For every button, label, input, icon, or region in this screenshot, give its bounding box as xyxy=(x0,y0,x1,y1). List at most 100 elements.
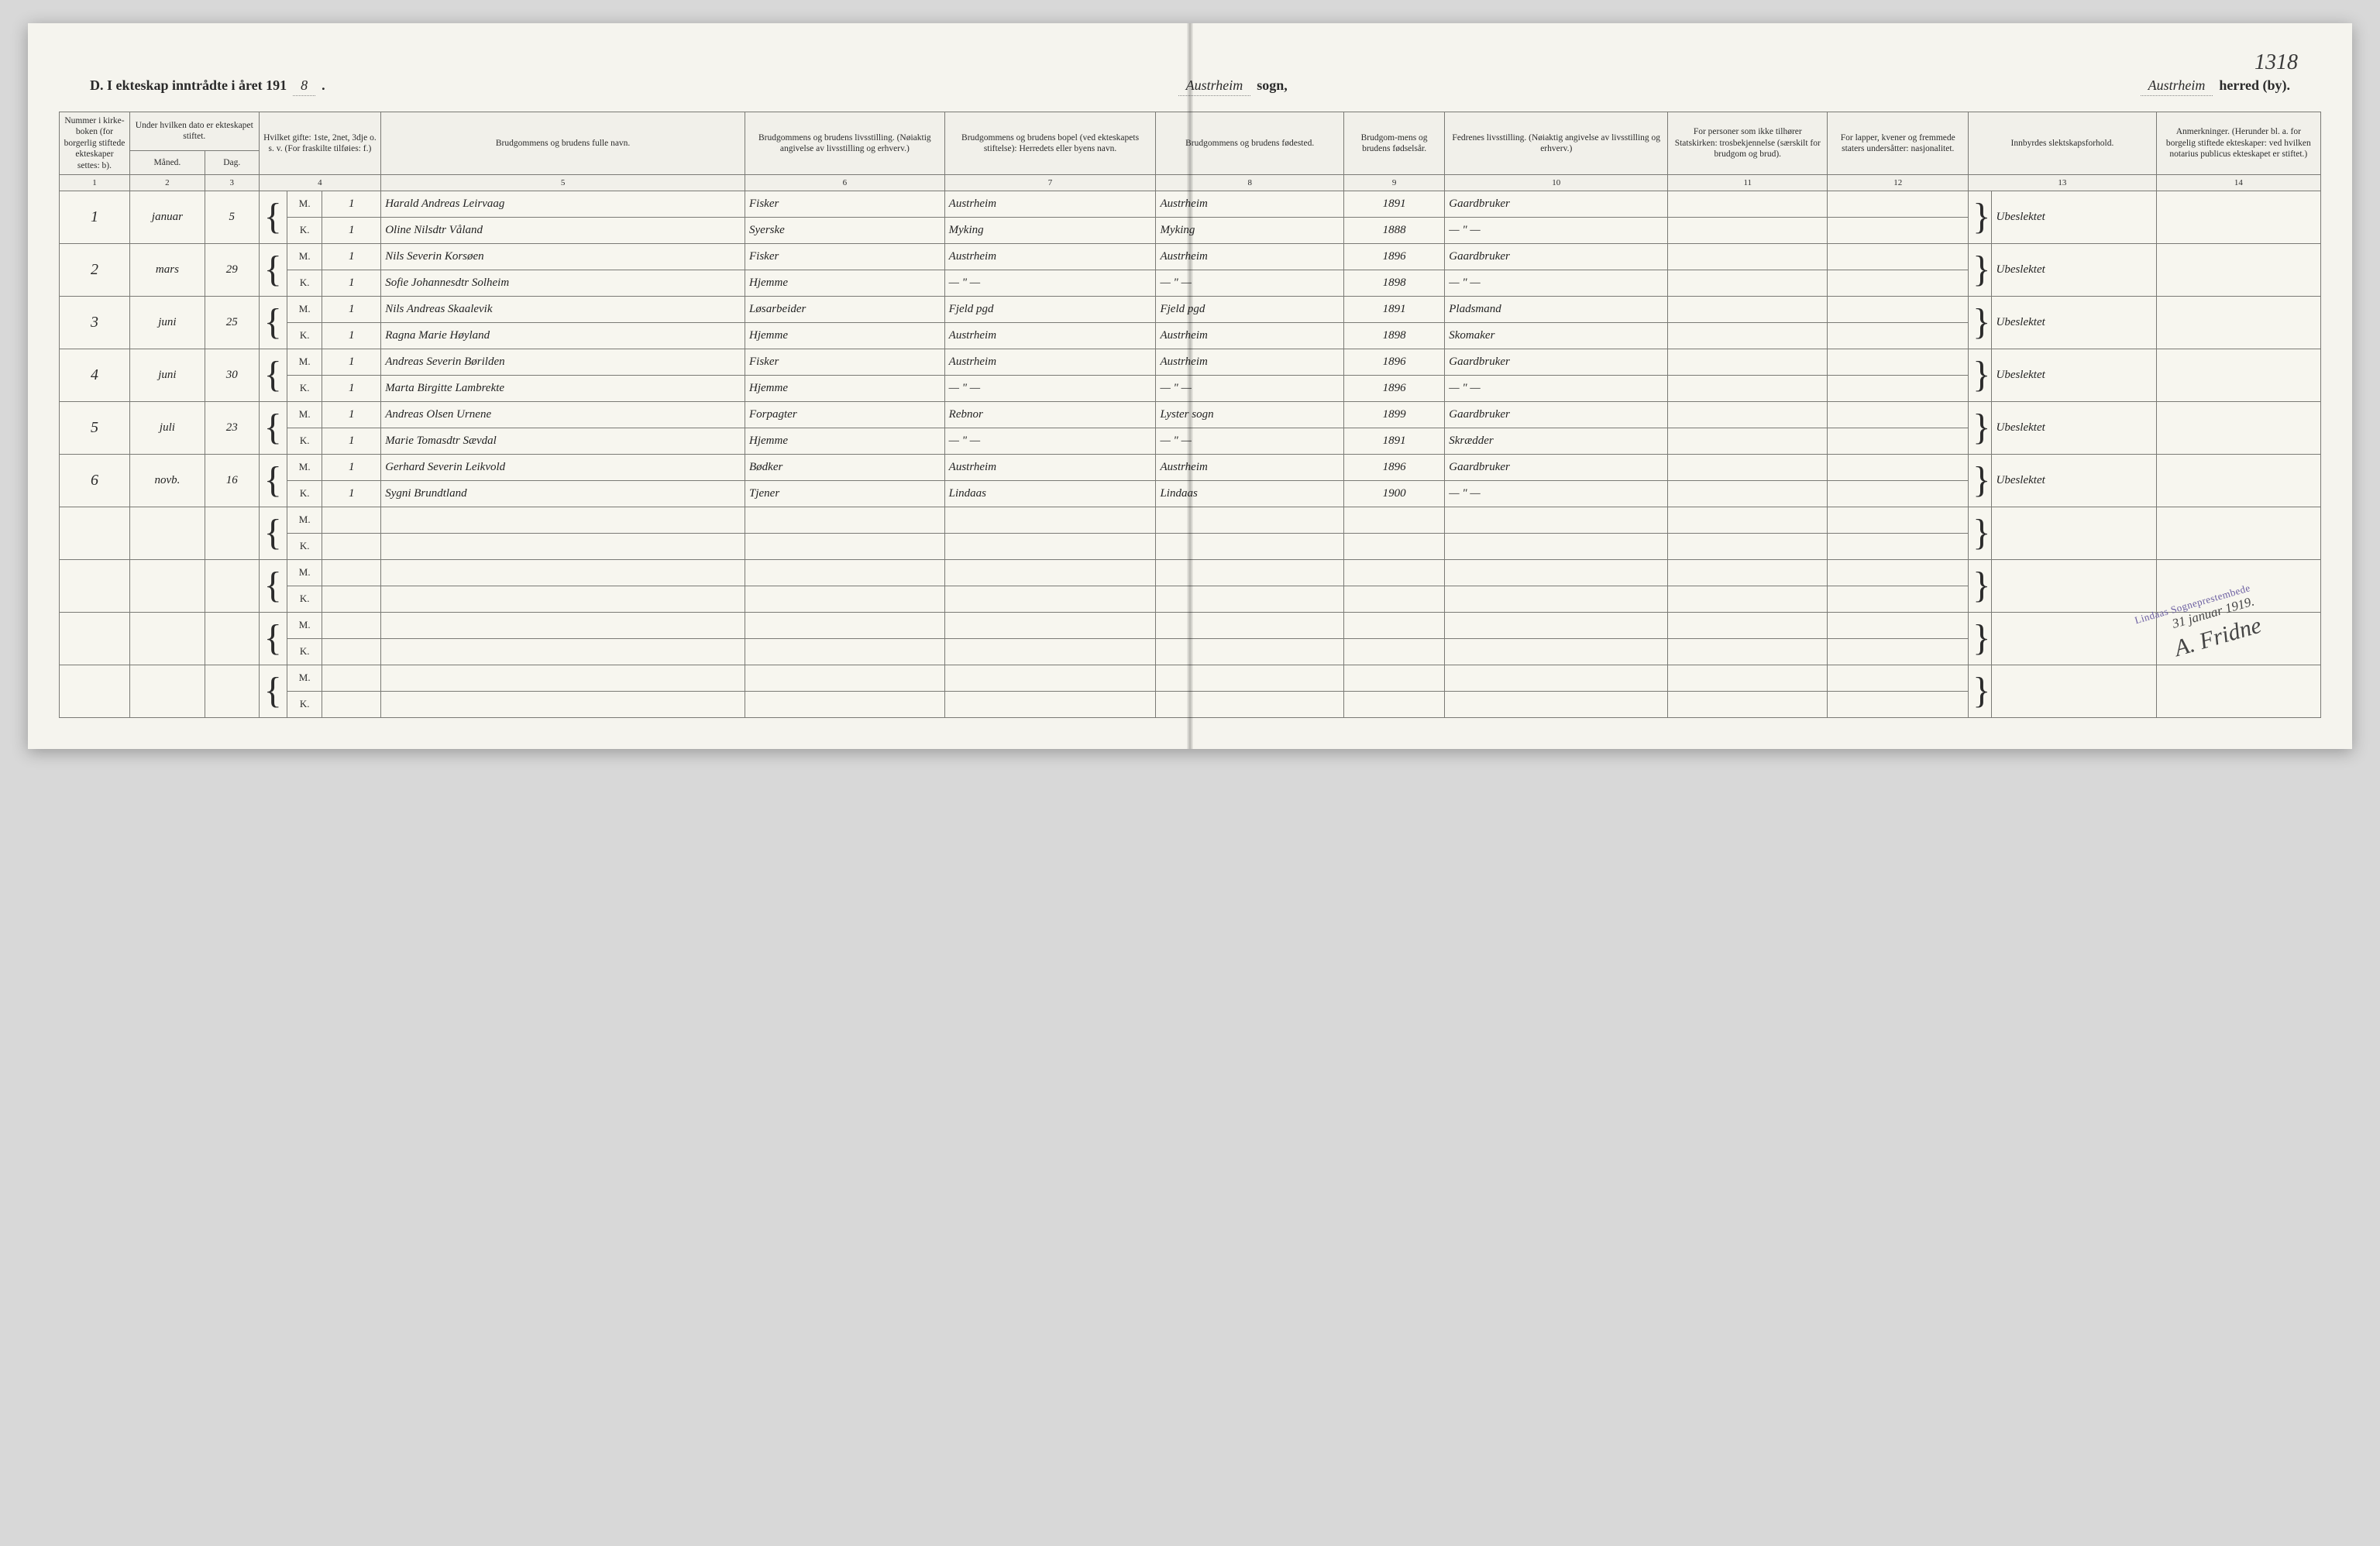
cell-bopel xyxy=(944,665,1156,691)
hdr-c6: Brudgommens og brudens livsstilling. (Nø… xyxy=(745,112,945,175)
entry-number: 5 xyxy=(60,401,130,454)
cell-stilling: Fisker xyxy=(745,243,945,270)
register-page: 1318 D. I ekteskap inntrådte i året 191 … xyxy=(28,23,2352,749)
cell-c12 xyxy=(1828,612,1969,638)
mk-label: M. xyxy=(287,296,322,322)
cell-name: Ragna Marie Høyland xyxy=(381,322,745,349)
cell-faar xyxy=(1343,586,1444,612)
cell-faar xyxy=(1343,533,1444,559)
entry-number xyxy=(60,665,130,717)
cell-fsted: — " — xyxy=(1156,428,1343,454)
cell-day xyxy=(205,559,259,612)
cell-gifte: 1 xyxy=(322,375,381,401)
cell-gifte: 1 xyxy=(322,480,381,507)
cell-c11 xyxy=(1668,586,1828,612)
cell-bopel: — " — xyxy=(944,270,1156,296)
cell-fsted: Lindaas xyxy=(1156,480,1343,507)
cell-c12 xyxy=(1828,243,1969,270)
cell-month: novb. xyxy=(129,454,205,507)
entry-number: 3 xyxy=(60,296,130,349)
cell-gifte: 1 xyxy=(322,296,381,322)
cell-bopel: Austrheim xyxy=(944,322,1156,349)
brace-left: { xyxy=(259,243,287,296)
cell-c13: Ubeslektet xyxy=(1992,349,2156,401)
cell-faar: 1891 xyxy=(1343,428,1444,454)
cell-c11 xyxy=(1668,243,1828,270)
hdr-c5: Brudgommens og brudens fulle navn. xyxy=(381,112,745,175)
cell-month xyxy=(129,612,205,665)
cell-gifte xyxy=(322,691,381,717)
colnum: 5 xyxy=(381,174,745,191)
cell-gifte xyxy=(322,638,381,665)
hdr-c9: Brudgom-mens og brudens fødselsår. xyxy=(1343,112,1444,175)
cell-fsted xyxy=(1156,533,1343,559)
cell-bopel: Austrheim xyxy=(944,454,1156,480)
cell-name: Andreas Olsen Urnene xyxy=(381,401,745,428)
cell-fsted xyxy=(1156,559,1343,586)
cell-bopel xyxy=(944,612,1156,638)
cell-name: Sygni Brundtland xyxy=(381,480,745,507)
cell-fsted: — " — xyxy=(1156,270,1343,296)
mk-label: M. xyxy=(287,349,322,375)
cell-day: 25 xyxy=(205,296,259,349)
cell-bopel: Fjeld pgd xyxy=(944,296,1156,322)
hdr-c8: Brudgommens og brudens fødested. xyxy=(1156,112,1343,175)
hdr-c14: Anmerkninger. (Herunder bl. a. for borge… xyxy=(2156,112,2320,175)
cell-c11 xyxy=(1668,507,1828,533)
cell-stilling xyxy=(745,586,945,612)
cell-name xyxy=(381,691,745,717)
cell-c11 xyxy=(1668,533,1828,559)
cell-name: Gerhard Severin Leikvold xyxy=(381,454,745,480)
cell-month: juni xyxy=(129,349,205,401)
cell-name xyxy=(381,665,745,691)
cell-gifte: 1 xyxy=(322,270,381,296)
entry-number: 6 xyxy=(60,454,130,507)
cell-c11 xyxy=(1668,691,1828,717)
cell-bopel: — " — xyxy=(944,428,1156,454)
cell-name: Nils Severin Korsøen xyxy=(381,243,745,270)
cell-bopel xyxy=(944,533,1156,559)
mk-label: K. xyxy=(287,586,322,612)
cell-stilling xyxy=(745,507,945,533)
cell-stilling: Forpagter xyxy=(745,401,945,428)
brace-right: } xyxy=(1969,401,1992,454)
cell-day: 23 xyxy=(205,401,259,454)
cell-month xyxy=(129,507,205,559)
mk-label: M. xyxy=(287,507,322,533)
cell-fsted: Fjeld pgd xyxy=(1156,296,1343,322)
cell-c12 xyxy=(1828,217,1969,243)
hdr-c7: Brudgommens og brudens bopel (ved ektesk… xyxy=(944,112,1156,175)
brace-left: { xyxy=(259,296,287,349)
brace-right: } xyxy=(1969,454,1992,507)
cell-far: Gaardbruker xyxy=(1445,454,1668,480)
brace-left: { xyxy=(259,191,287,243)
cell-name xyxy=(381,507,745,533)
cell-month: juni xyxy=(129,296,205,349)
cell-faar: 1896 xyxy=(1343,243,1444,270)
cell-name: Marta Birgitte Lambrekte xyxy=(381,375,745,401)
brace-right: } xyxy=(1969,191,1992,243)
cell-c11 xyxy=(1668,401,1828,428)
entry-number: 1 xyxy=(60,191,130,243)
cell-fsted xyxy=(1156,638,1343,665)
cell-month: juli xyxy=(129,401,205,454)
cell-c11 xyxy=(1668,454,1828,480)
title-year: 8 xyxy=(293,77,315,96)
cell-stilling: Løsarbeider xyxy=(745,296,945,322)
cell-stilling: Hjemme xyxy=(745,322,945,349)
cell-c13: Ubeslektet xyxy=(1992,191,2156,243)
cell-faar xyxy=(1343,638,1444,665)
cell-faar: 1899 xyxy=(1343,401,1444,428)
colnum: 10 xyxy=(1445,174,1668,191)
cell-fsted xyxy=(1156,586,1343,612)
brace-left: { xyxy=(259,665,287,717)
colnum: 3 xyxy=(205,174,259,191)
cell-faar xyxy=(1343,691,1444,717)
entry-number: 2 xyxy=(60,243,130,296)
cell-c13 xyxy=(1992,612,2156,665)
cell-c13 xyxy=(1992,665,2156,717)
cell-gifte xyxy=(322,612,381,638)
cell-faar: 1896 xyxy=(1343,454,1444,480)
cell-day: 5 xyxy=(205,191,259,243)
cell-fsted: Myking xyxy=(1156,217,1343,243)
